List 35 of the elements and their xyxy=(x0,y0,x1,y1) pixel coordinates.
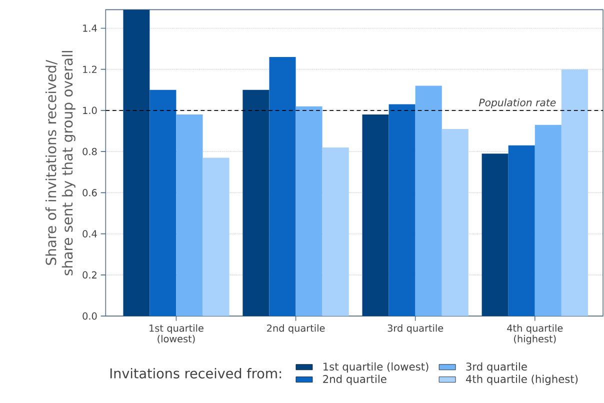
bar xyxy=(362,114,389,316)
y-tick-label: 0.8 xyxy=(82,148,97,156)
x-tick-label: 1st quartile (lowest) xyxy=(150,324,204,344)
bar xyxy=(269,56,296,316)
bar xyxy=(442,128,468,316)
bar xyxy=(202,158,230,316)
legend-label: 4th quartile (highest) xyxy=(466,374,578,385)
legend-title: Invitations received from: xyxy=(110,368,282,378)
y-tick-label: 0.0 xyxy=(82,312,97,320)
legend-label: 2nd quartile xyxy=(323,374,386,385)
ref-line-label: Population rate xyxy=(478,98,556,108)
y-tick-label: 1.4 xyxy=(83,24,97,32)
y-axis-title: Share of invitations received/ share sent by that group overall xyxy=(45,50,76,276)
bar xyxy=(415,86,442,316)
x-tick-label: 3rd quartile xyxy=(388,324,444,334)
bar xyxy=(176,114,203,316)
bar xyxy=(123,10,150,316)
bar xyxy=(296,106,322,316)
bar xyxy=(482,153,508,316)
bar xyxy=(561,69,588,316)
bar xyxy=(322,147,349,316)
legend-label: 1st quartile (lowest) xyxy=(324,362,428,373)
y-tick-label: 0.4 xyxy=(82,230,97,238)
y-tick-label: 1.2 xyxy=(83,66,96,73)
x-tick-label: 2nd quartile xyxy=(267,324,325,334)
bar xyxy=(150,90,176,316)
y-tick-label: 0.6 xyxy=(82,188,97,196)
y-tick-label: 0.2 xyxy=(82,271,96,278)
bar xyxy=(388,104,416,316)
y-tick-label: 1.0 xyxy=(83,106,97,114)
bar xyxy=(534,124,562,316)
bar xyxy=(242,90,270,316)
legend-label: 3rd quartile xyxy=(466,362,527,373)
bar xyxy=(508,145,535,316)
x-tick-label: 4th quartile (highest) xyxy=(507,324,563,344)
